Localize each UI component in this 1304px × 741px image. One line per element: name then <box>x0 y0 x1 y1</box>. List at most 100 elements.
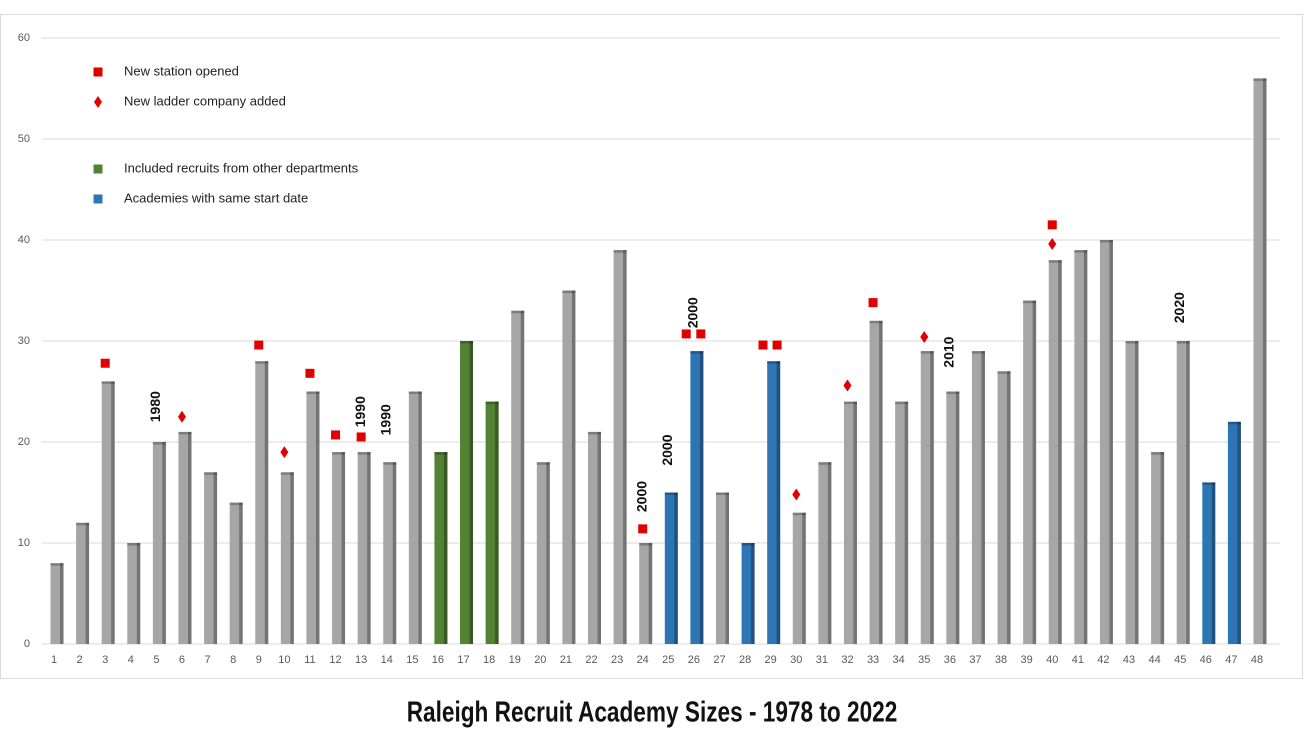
bar-top <box>971 351 985 354</box>
square-marker <box>758 340 768 350</box>
bar <box>997 371 1011 644</box>
diamond-marker <box>843 379 852 392</box>
x-tick-label: 43 <box>1123 654 1135 666</box>
bar-top <box>1151 452 1165 455</box>
bar-top <box>204 472 218 475</box>
square-marker <box>93 67 103 77</box>
x-tick-label: 30 <box>790 654 802 666</box>
bar-side <box>853 401 857 644</box>
square-marker <box>772 340 782 350</box>
bar <box>741 543 755 644</box>
bar-top <box>1176 341 1190 344</box>
bar-top <box>357 452 371 455</box>
bar-top <box>562 290 576 293</box>
x-tick-label: 11 <box>304 654 315 666</box>
bar-side <box>827 462 832 644</box>
bar <box>1227 421 1241 644</box>
square-marker <box>305 368 315 378</box>
x-tick-label: 24 <box>637 654 649 666</box>
bar-side <box>674 492 678 644</box>
square-marker <box>100 358 110 368</box>
bar <box>152 442 166 644</box>
bar-top <box>1074 250 1088 253</box>
bar-top <box>715 492 729 495</box>
bar <box>843 401 857 644</box>
bar-side <box>879 320 883 644</box>
bar-top <box>1048 260 1062 263</box>
bar-side <box>1007 371 1011 644</box>
bar-top <box>434 452 448 455</box>
bar-top <box>280 472 294 475</box>
legend-label: New ladder company added <box>124 93 286 108</box>
bar <box>460 341 474 644</box>
bar-top <box>76 522 90 526</box>
bar-top <box>383 462 397 465</box>
y-tick-label: 40 <box>18 234 30 246</box>
bar-top <box>895 401 909 405</box>
x-tick-label: 6 <box>179 654 185 666</box>
bar-side <box>1186 341 1190 644</box>
bar-top <box>741 543 755 546</box>
bar-top <box>1202 482 1216 485</box>
bar <box>920 351 934 644</box>
bar-top <box>613 250 627 253</box>
x-tick-label: 46 <box>1200 654 1212 666</box>
bar <box>792 512 806 644</box>
diamond-marker <box>792 488 801 501</box>
bar-top <box>101 381 115 384</box>
x-tick-label: 25 <box>662 654 674 666</box>
x-tick-label: 9 <box>256 654 262 666</box>
bar-top <box>1253 78 1267 81</box>
x-tick-label: 13 <box>355 654 367 666</box>
year-annotation: 1990 <box>352 396 368 427</box>
bar <box>1074 250 1088 644</box>
bar-side <box>904 401 909 644</box>
year-annotation: 2000 <box>685 297 701 328</box>
bar <box>1253 78 1267 644</box>
x-tick-label: 1 <box>51 654 57 666</box>
bar-side <box>213 472 218 644</box>
bar <box>1202 482 1216 644</box>
bar <box>588 431 602 644</box>
bar-side <box>392 462 397 644</box>
x-tick-label: 34 <box>893 654 905 666</box>
bar-top <box>127 543 141 546</box>
bar-side <box>725 492 729 644</box>
bar-side <box>546 462 550 644</box>
y-tick-label: 50 <box>18 133 30 145</box>
y-tick-label: 0 <box>24 638 30 650</box>
bar-top <box>920 351 934 354</box>
bar-side <box>1237 421 1241 644</box>
x-tick-label: 3 <box>102 654 108 666</box>
bar-side <box>1211 482 1216 644</box>
bar <box>1099 240 1113 644</box>
square-marker <box>254 340 264 350</box>
x-tick-label: 7 <box>205 654 211 666</box>
bar-top <box>306 391 320 394</box>
year-annotation: 1990 <box>377 404 393 435</box>
bar-top <box>332 452 346 455</box>
bar-side <box>367 452 371 644</box>
year-annotation: 1980 <box>147 391 163 422</box>
bar-top <box>997 371 1011 374</box>
x-tick-label: 44 <box>1148 654 1160 666</box>
bar-side <box>1135 341 1139 644</box>
bar-top <box>536 462 550 465</box>
bar <box>229 502 243 644</box>
bar-top <box>690 351 704 354</box>
bar-side <box>60 563 64 644</box>
bar-top <box>229 502 243 506</box>
x-tick-label: 40 <box>1046 654 1058 666</box>
x-tick-label: 4 <box>128 654 134 666</box>
bar <box>127 543 141 644</box>
bar <box>767 361 781 644</box>
title-group: Raleigh Recruit Academy Sizes - 1978 to … <box>407 695 898 728</box>
bar-side <box>597 431 602 644</box>
x-tick-label: 41 <box>1072 654 1084 666</box>
x-tick-label: 14 <box>381 654 393 666</box>
bar-side <box>776 361 781 644</box>
bar-top <box>1227 421 1241 425</box>
legend-label: Academies with same start date <box>124 190 308 205</box>
x-tick-label: 8 <box>230 654 236 666</box>
